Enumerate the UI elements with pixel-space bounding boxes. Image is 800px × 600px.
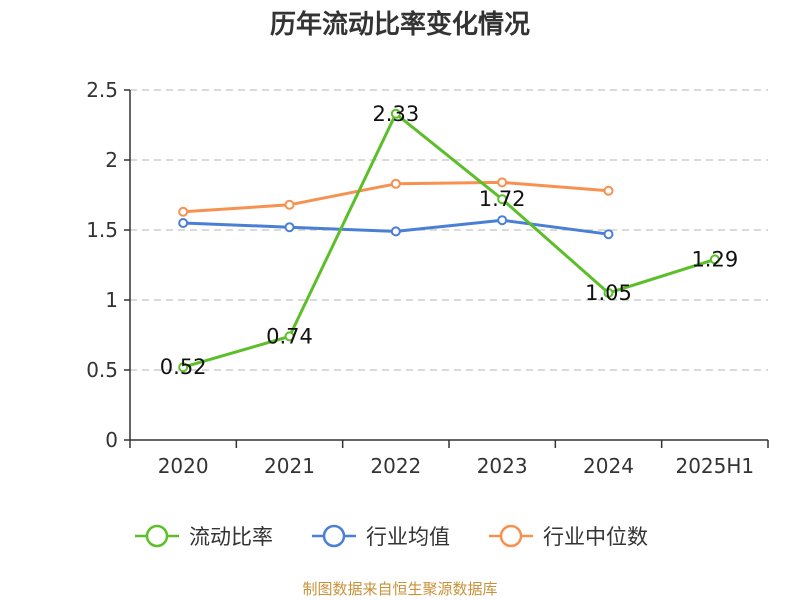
data-point xyxy=(178,206,189,217)
legend-marker xyxy=(322,524,346,548)
data-point xyxy=(390,178,401,189)
data-point xyxy=(390,226,401,237)
y-tick-label: 2 xyxy=(105,148,118,172)
data-point xyxy=(284,222,295,233)
x-tick-label: 2025H1 xyxy=(675,454,754,478)
x-tick-label: 2020 xyxy=(158,454,209,478)
legend-label: 流动比率 xyxy=(189,525,273,549)
x-tick-label: 2021 xyxy=(264,454,315,478)
legend: 流动比率 行业均值 行业中位数 xyxy=(135,524,648,549)
data-label: 1.05 xyxy=(585,281,632,305)
x-tick-label: 2022 xyxy=(370,454,421,478)
data-point xyxy=(603,185,614,196)
data-point xyxy=(497,215,508,226)
y-tick-label: 0 xyxy=(105,428,118,452)
data-point xyxy=(284,331,295,342)
series-lines xyxy=(178,108,720,373)
source-note: 制图数据来自恒生聚源数据库 xyxy=(302,580,497,598)
x-tick-label: 2024 xyxy=(583,454,634,478)
legend-marker xyxy=(499,524,523,548)
y-tick-label: 0.5 xyxy=(86,358,118,382)
y-tick-label: 1.5 xyxy=(86,218,118,242)
data-point xyxy=(709,254,720,265)
chart-title: 历年流动比率变化情况 xyxy=(270,9,530,40)
data-point xyxy=(497,194,508,205)
data-labels: 0.52 0.74 2.33 1.72 1.05 1.29 xyxy=(160,102,738,379)
x-tick-label: 2023 xyxy=(477,454,528,478)
data-label: 0.52 xyxy=(160,355,207,379)
data-point xyxy=(178,218,189,228)
data-label: 2.33 xyxy=(372,102,419,126)
data-label: 0.74 xyxy=(266,324,313,348)
data-point xyxy=(603,288,614,298)
y-tick-label: 2.5 xyxy=(86,78,118,102)
legend-label: 行业均值 xyxy=(366,525,450,549)
legend-marker xyxy=(145,524,169,548)
data-point xyxy=(178,362,189,373)
data-label: 1.72 xyxy=(479,187,526,211)
y-tick-label: 1 xyxy=(105,288,118,312)
data-label: 1.29 xyxy=(691,247,738,271)
data-point xyxy=(284,199,295,210)
data-point xyxy=(390,108,401,119)
series-line-0 xyxy=(182,112,716,369)
legend-label: 行业中位数 xyxy=(543,525,648,549)
axes: 0 0.5 1 1.5 2 2.5 2020 2021 2022 2023 2024 2025H1 xyxy=(86,78,769,478)
data-point xyxy=(603,229,614,240)
grid-lines xyxy=(130,89,768,371)
data-point xyxy=(497,177,508,188)
